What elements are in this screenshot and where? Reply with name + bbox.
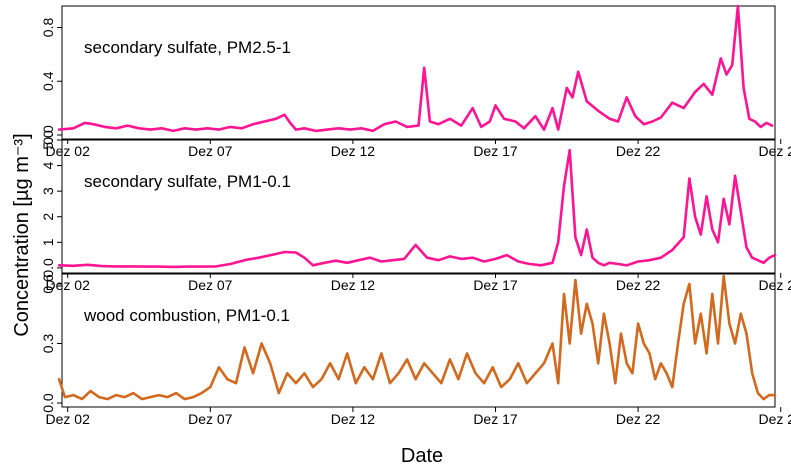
panel-2-x-tick-label: Dez 22: [616, 277, 661, 293]
panel-2-y-tick-label: 2: [40, 213, 56, 221]
panel-3-x-tick-label: Dez 22: [616, 411, 661, 427]
panel-2-frame: [61, 139, 776, 274]
panel-2-series-line: [57, 148, 777, 269]
panel-3-y-tick-label: 0.0: [40, 393, 56, 413]
panel-2-y-tick-label: 1: [40, 238, 56, 246]
panel-1-x-tick-label: Dez 12: [331, 143, 376, 159]
panel-2-y-tick-label: 5.0: [40, 130, 56, 150]
panel-1-series-line: [57, 4, 774, 133]
panel-2-title: secondary sulfate, PM1-0.1: [84, 172, 291, 191]
panel-2-x-tick-label: Dez 02: [46, 277, 91, 293]
panel-3-title: wood combustion, PM1-0.1: [83, 306, 290, 325]
panel-2-y-tick-label: 0.0: [40, 258, 56, 278]
panel-3-y-tick-label: 0.6: [40, 274, 56, 294]
panel-2-y-tick-label: 3: [40, 187, 56, 195]
y-axis-label: Concentration [µg m⁻³]: [11, 133, 33, 336]
panel-1-y-tick-label: 0.0: [40, 125, 56, 145]
panel-3-y-tick-label: 0.3: [40, 334, 56, 354]
panel-3-x-tick-label: Dez 17: [473, 411, 518, 427]
panel-3-x-tick-label: Dez 27: [759, 411, 791, 427]
x-axis-label: Date: [401, 445, 443, 467]
panel-3-x-tick-label: Dez 12: [331, 411, 376, 427]
panel-1-frame: [61, 5, 776, 140]
panel-2-x-tick-label: Dez 12: [331, 277, 376, 293]
panel-3-x-tick-label: Dez 07: [188, 411, 233, 427]
panel-1-x-tick-label: Dez 02: [46, 143, 91, 159]
panel-2-x-tick-label: Dez 17: [473, 277, 518, 293]
panel-1-title: secondary sulfate, PM2.5-1: [84, 38, 291, 57]
panel-2-y-tick-label: 4: [40, 161, 56, 169]
panel-3-frame: [61, 273, 776, 408]
panel-3-series-line: [57, 274, 777, 401]
panel-1-y-tick-label: 0.4: [40, 71, 56, 91]
panel-1-x-tick-label: Dez 22: [616, 143, 661, 159]
panel-1-x-tick-label: Dez 17: [473, 143, 518, 159]
panel-1-y-tick-label: 0.8: [40, 18, 56, 38]
panel-2-x-tick-label: Dez 07: [188, 277, 233, 293]
panel-3-x-tick-label: Dez 02: [46, 411, 91, 427]
panel-1-x-tick-label: Dez 07: [188, 143, 233, 159]
